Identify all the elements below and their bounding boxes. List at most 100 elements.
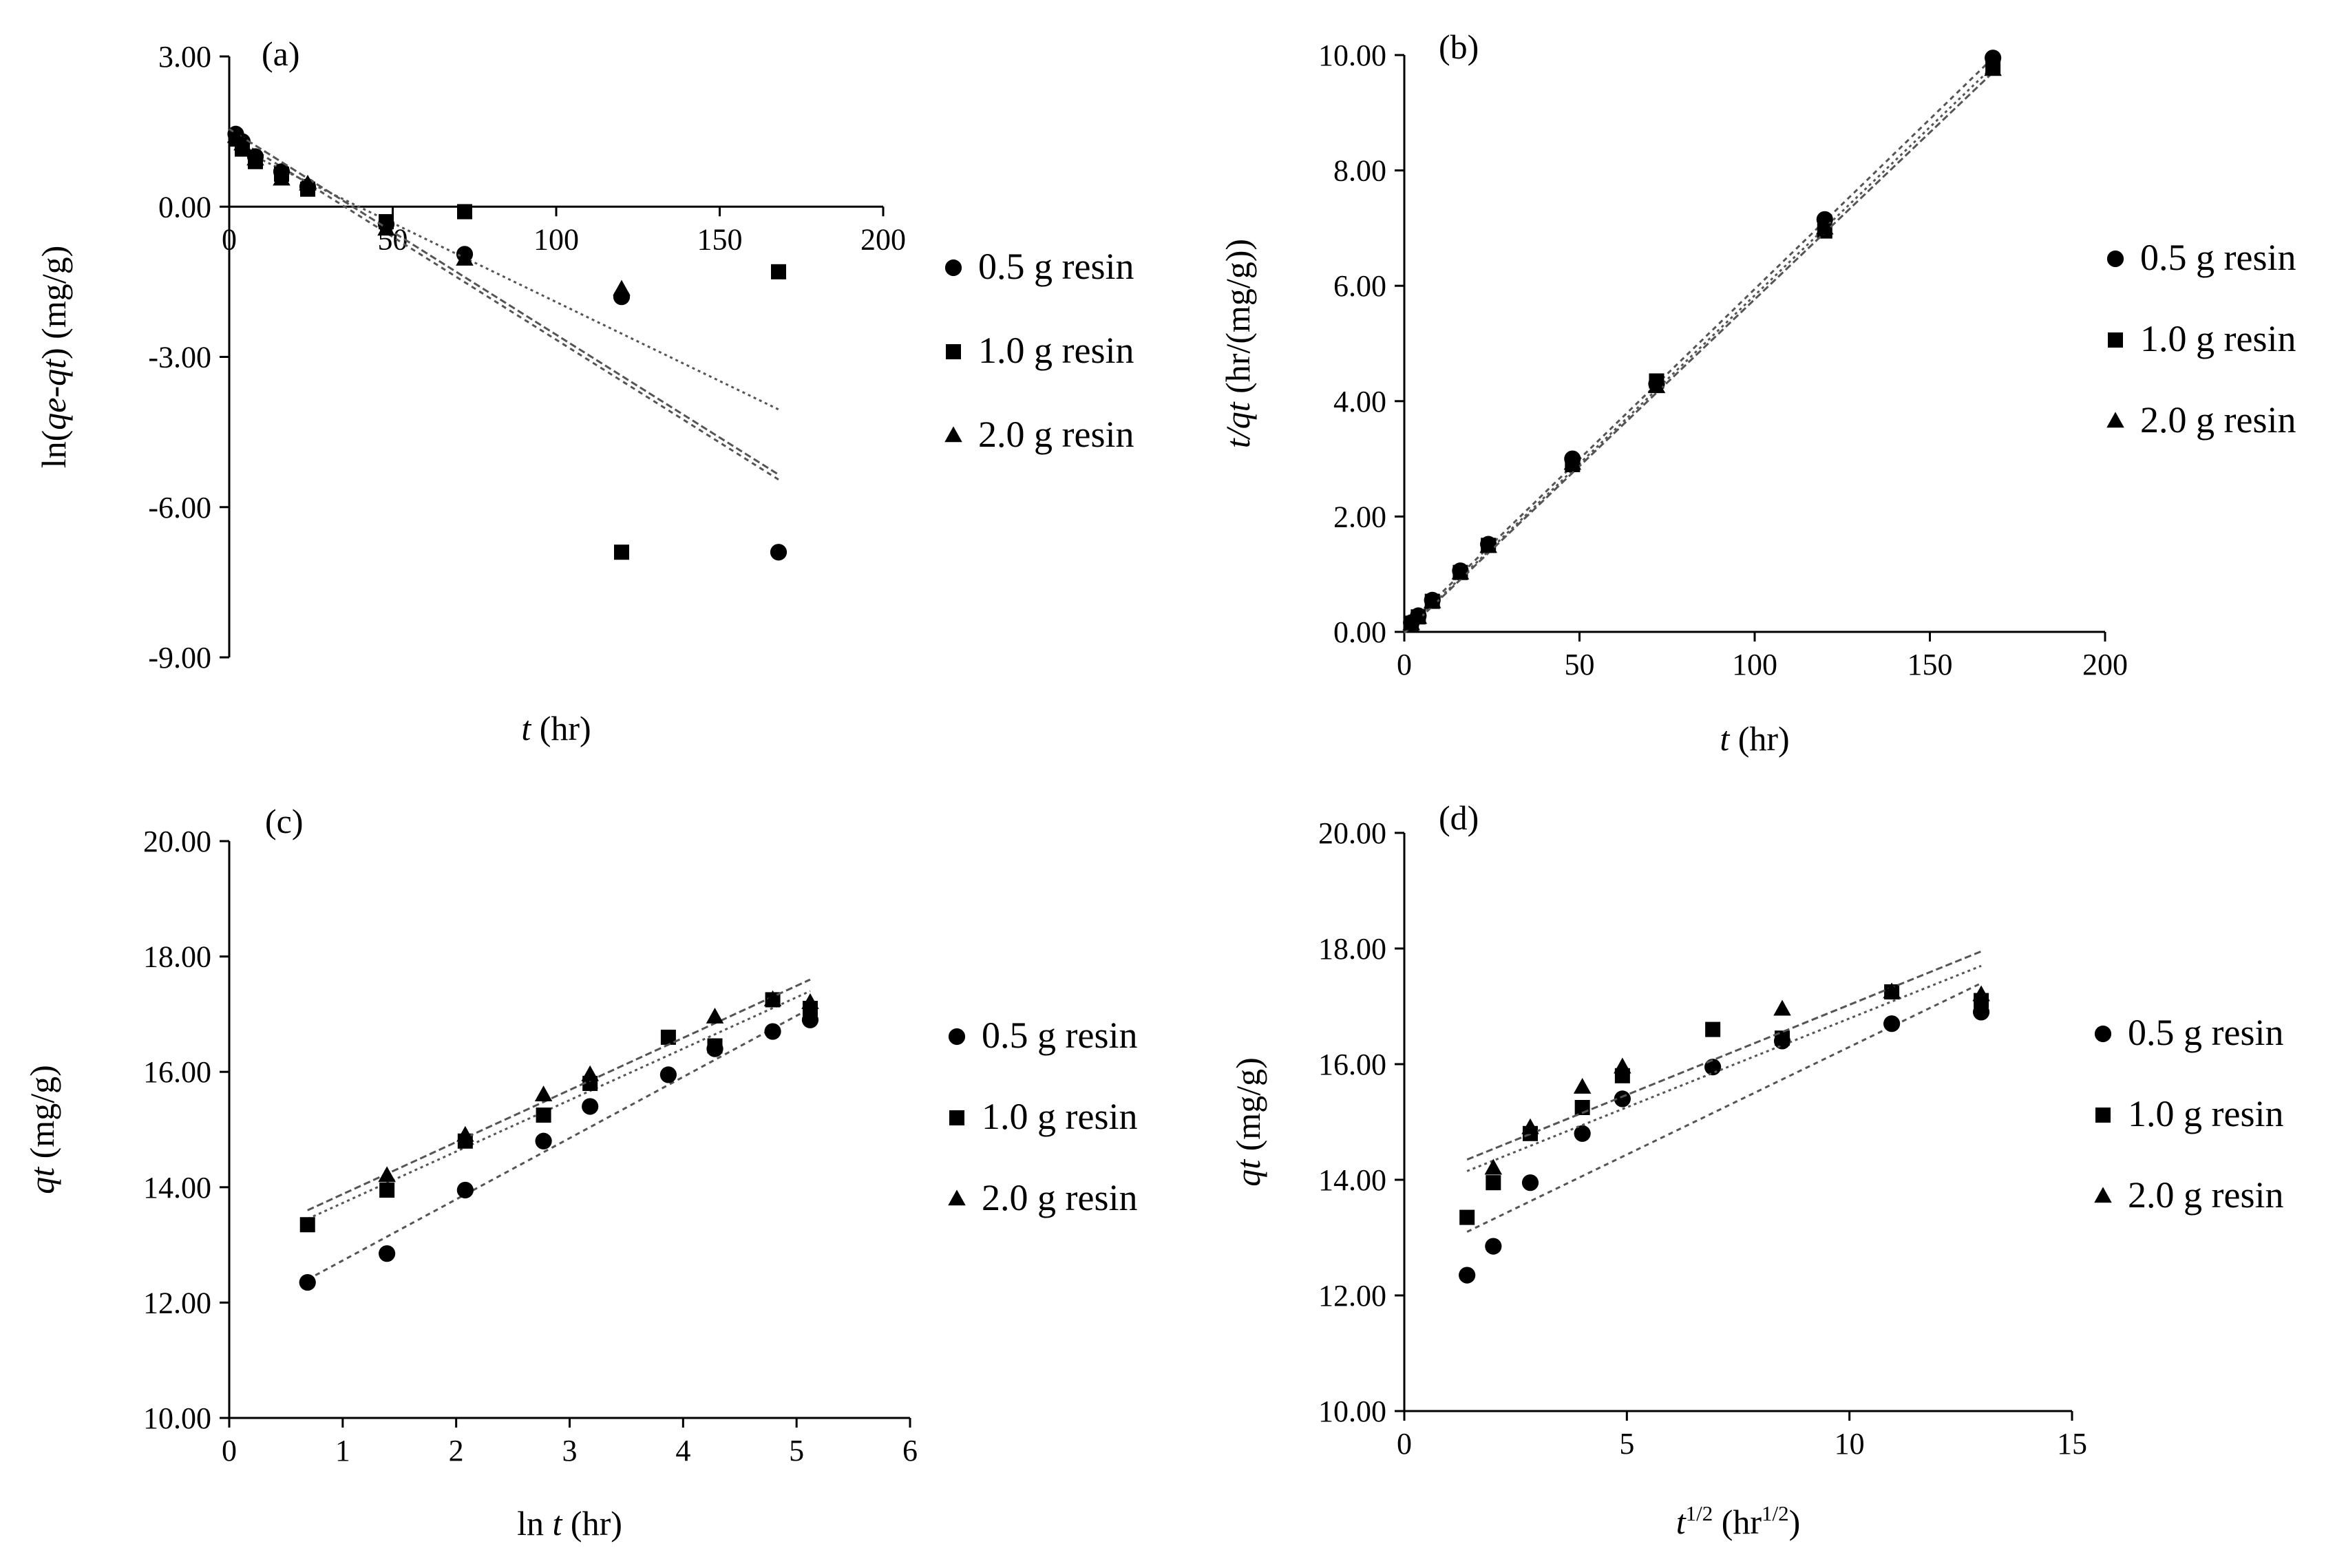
series-0 [1459,982,1990,1284]
x-tick-label: 1 [335,1434,350,1468]
label-part: t/qt [1218,401,1257,448]
data-point-triangle [1883,982,1901,999]
label-part: 1/2 [1686,1501,1713,1525]
series-1 [228,131,786,560]
legend-label: 1.0 g resin [978,330,1134,371]
data-point-triangle [1479,537,1497,553]
label-part: t [553,1504,563,1543]
data-point-square [536,1108,551,1123]
data-point-triangle [377,220,395,236]
legend-label: 2.0 g resin [2140,399,2296,441]
data-point-triangle [456,249,474,266]
series-2 [1402,60,2002,634]
trend-line [1466,964,1982,1172]
data-point-circle [659,1066,677,1083]
trend-line [307,978,811,1211]
panel-label: (c) [265,802,304,840]
y-tick-label: 20.00 [1318,816,1386,850]
y-tick-label: -3.00 [148,341,211,374]
x-tick-label: 5 [1619,1427,1634,1461]
data-point-circle [299,1273,316,1291]
data-point-square [299,1217,315,1233]
legend-label: 1.0 g resin [2128,1093,2283,1134]
x-tick-label: 0 [1397,648,1412,681]
data-point-square [660,1029,676,1045]
y-tick-label: 0.00 [1333,615,1386,649]
x-tick-label: 200 [2082,648,2128,681]
legend-label: 1.0 g resin [2140,318,2296,359]
x-tick-label: 100 [533,222,579,256]
trend-line [1403,57,1994,630]
data-point-triangle [299,174,317,191]
data-point-triangle [1409,608,1428,624]
data-point-triangle [1484,1158,1503,1175]
panel-label: (b) [1439,28,1479,66]
x-axis-label: t (hr) [521,709,591,748]
data-point-circle [1883,1015,1901,1032]
y-axis-label: ln(qe-qt) (mg/g) [34,246,73,469]
y-tick-label: 12.00 [1318,1279,1386,1313]
y-tick-label: 20.00 [143,825,211,858]
trend-line [1403,72,1994,634]
trend-line [307,1007,811,1281]
x-axis-label: t (hr) [1720,719,1789,758]
trend-line [229,142,779,411]
data-point-square [1486,1175,1501,1191]
data-point-triangle [1984,60,2002,76]
y-tick-label: 18.00 [1318,932,1386,966]
x-tick-label: 0 [222,1434,237,1468]
legend: 0.5 g resin 1.0 g resin 2.0 g resin [948,1015,1137,1218]
data-point-circle [764,1023,781,1040]
trend-line [229,133,779,481]
label-part: ln [517,1504,552,1543]
label-part: (hr/(mg/g)) [1218,239,1257,402]
label-part: t [1720,719,1730,758]
legend-marker-square [949,1110,964,1125]
data-point-triangle [1614,1057,1631,1074]
chart-panel-c: 10.00 12.00 14.00 16.00 18.00 20.00 0 1 2 3 4 5 6 ln … [23,802,1137,1543]
data-point-triangle [1773,999,1791,1016]
x-tick-label: 50 [1565,648,1595,681]
data-point-triangle [1521,1118,1539,1134]
data-point-triangle [1972,985,1990,1002]
legend-label: 2.0 g resin [978,414,1134,455]
x-tick-label: 4 [675,1434,690,1468]
y-tick-label: 6.00 [1333,269,1386,303]
trend-line [307,990,811,1220]
x-tick-label: 2 [449,1434,464,1468]
data-point-triangle [1816,218,1834,235]
data-point-triangle [613,279,631,296]
y-tick-label: 10.00 [1318,39,1386,72]
y-tick-label: 4.00 [1333,385,1386,419]
legend: 0.5 g resin 1.0 g resin 2.0 g resin [2106,237,2296,441]
legend-marker-square [946,344,961,359]
data-point-triangle [233,134,251,151]
panel-label: (d) [1439,798,1479,837]
legend-label: 0.5 g resin [2140,237,2296,278]
x-axis-label: ln t (hr) [517,1504,622,1543]
legend-label: 0.5 g resin [2128,1012,2283,1053]
legend-label: 2.0 g resin [2128,1174,2283,1216]
data-point-square [771,264,786,279]
data-point-triangle [1647,377,1666,394]
data-point-square [614,544,629,560]
y-tick-label: 0.00 [158,190,211,224]
data-point-square [1705,1021,1721,1037]
legend-label: 0.5 g resin [982,1015,1137,1056]
x-tick-label: 150 [697,222,743,256]
data-point-square [707,1038,723,1054]
x-tick-label: 6 [902,1434,918,1468]
legend-label: 2.0 g resin [982,1177,1137,1218]
data-point-circle [1574,1125,1591,1142]
legend-marker-triangle [2106,412,2124,428]
y-tick-label: 3.00 [158,40,211,74]
series-1 [299,990,818,1233]
x-tick-label: 0 [222,222,237,256]
label-part: (mg/g) [1229,1057,1267,1160]
y-tick-label: 16.00 [1318,1048,1386,1081]
data-point-circle [379,1245,396,1262]
series-1 [1459,964,1989,1225]
